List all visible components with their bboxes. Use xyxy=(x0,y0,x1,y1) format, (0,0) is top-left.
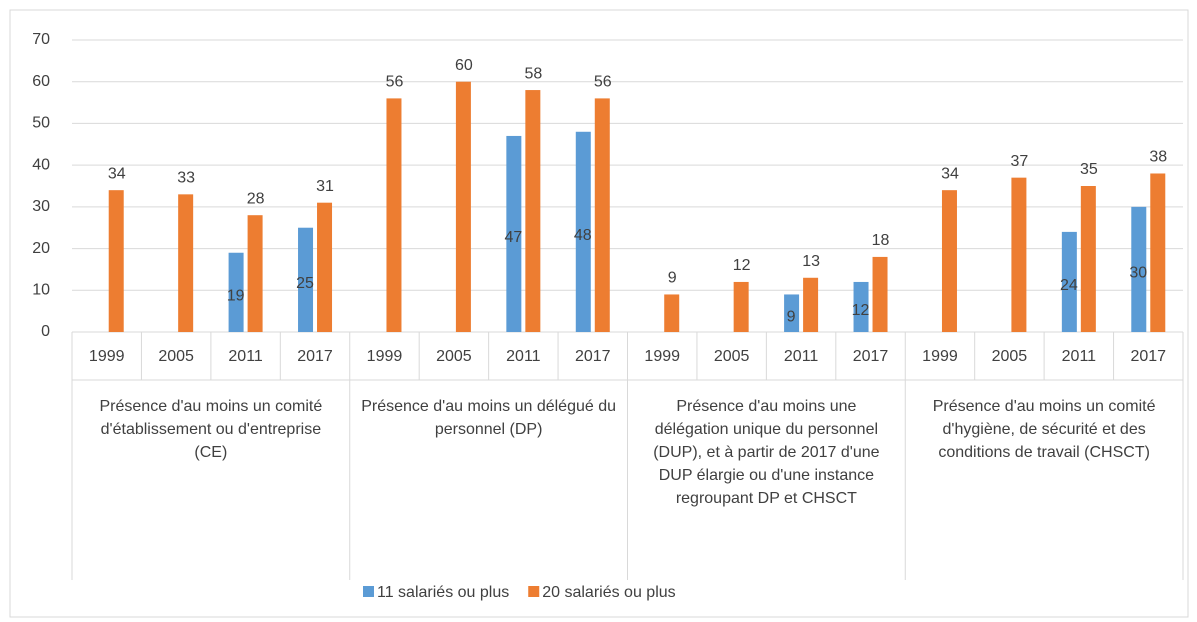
data-label: 60 xyxy=(455,57,473,74)
bar xyxy=(1150,173,1166,332)
data-label: 38 xyxy=(1149,149,1167,166)
group-label: Présence d'au moins un délégué du person… xyxy=(361,398,617,438)
y-tick-label: 30 xyxy=(32,198,50,215)
bar xyxy=(506,135,522,332)
x-tick-label: 1999 xyxy=(367,348,403,365)
x-tick-label: 2011 xyxy=(1062,348,1097,365)
x-tick-label: 2011 xyxy=(506,348,541,365)
bar xyxy=(784,294,800,332)
x-tick-label: 2017 xyxy=(853,348,889,365)
legend-label: 11 salariés ou plus xyxy=(377,584,509,601)
data-label: 34 xyxy=(941,165,959,182)
y-tick-label: 10 xyxy=(32,282,50,299)
data-label: 13 xyxy=(802,253,820,270)
x-tick-label: 2017 xyxy=(575,348,611,365)
bar xyxy=(525,90,541,332)
bar xyxy=(664,294,680,332)
data-label: 56 xyxy=(594,74,612,91)
group-label: Présence d'au moins une délégation uniqu… xyxy=(653,398,880,507)
data-label: 28 xyxy=(247,190,265,207)
y-tick-label: 60 xyxy=(32,73,50,90)
data-label: 34 xyxy=(108,165,126,182)
y-tick-label: 0 xyxy=(41,323,50,340)
bar xyxy=(853,281,869,332)
x-tick-label: 2011 xyxy=(228,348,263,365)
bar xyxy=(872,256,888,332)
bar xyxy=(1131,206,1147,332)
x-tick-label: 2005 xyxy=(158,348,194,365)
y-tick-label: 20 xyxy=(32,240,50,257)
group-label: Présence d'au moins un comité d'établiss… xyxy=(99,398,323,461)
data-label: 9 xyxy=(668,270,677,287)
bar xyxy=(733,281,749,332)
data-label: 24 xyxy=(1060,277,1078,294)
chart-border xyxy=(9,9,1189,618)
y-tick-label: 50 xyxy=(32,115,50,132)
data-label: 12 xyxy=(852,302,870,319)
group-label: Présence d'au moins un comité d'hygiène,… xyxy=(932,398,1156,461)
data-label: 48 xyxy=(574,227,592,244)
x-tick-label: 2005 xyxy=(714,348,750,365)
bar xyxy=(386,98,402,333)
x-tick-label: 2017 xyxy=(1130,348,1166,365)
legend-swatch xyxy=(528,586,540,597)
x-tick-label: 1999 xyxy=(644,348,680,365)
bar xyxy=(455,81,471,332)
bar xyxy=(247,215,263,332)
data-label: 47 xyxy=(504,229,522,246)
data-label: 25 xyxy=(296,275,314,292)
bar xyxy=(1061,231,1077,332)
y-tick-label: 70 xyxy=(32,31,50,48)
x-tick-label: 1999 xyxy=(89,348,125,365)
data-label: 18 xyxy=(872,232,890,249)
bar xyxy=(228,252,244,332)
data-label: 37 xyxy=(1011,153,1029,170)
data-label: 19 xyxy=(227,288,245,305)
data-label: 12 xyxy=(733,257,751,274)
bar xyxy=(941,190,957,332)
x-tick-label: 2017 xyxy=(297,348,333,365)
x-tick-label: 2011 xyxy=(784,348,819,365)
bar xyxy=(298,227,314,332)
data-label: 58 xyxy=(524,65,542,82)
bar xyxy=(317,202,333,332)
bar xyxy=(575,131,591,332)
bar xyxy=(178,194,194,332)
data-label: 56 xyxy=(386,74,404,91)
data-label: 33 xyxy=(177,170,195,187)
legend-swatch xyxy=(363,586,374,597)
data-label: 9 xyxy=(787,308,796,325)
bar xyxy=(108,190,124,332)
bar xyxy=(594,98,610,333)
y-tick-label: 40 xyxy=(32,156,50,173)
x-tick-label: 1999 xyxy=(922,348,958,365)
data-label: 30 xyxy=(1129,265,1147,282)
x-tick-label: 2005 xyxy=(436,348,472,365)
data-label: 31 xyxy=(316,178,334,195)
data-label: 35 xyxy=(1080,161,1098,178)
bar xyxy=(1080,186,1096,332)
bar xyxy=(1011,177,1027,332)
bar xyxy=(803,277,819,332)
legend-label: 20 salariés ou plus xyxy=(542,584,675,601)
x-tick-label: 2005 xyxy=(992,348,1028,365)
